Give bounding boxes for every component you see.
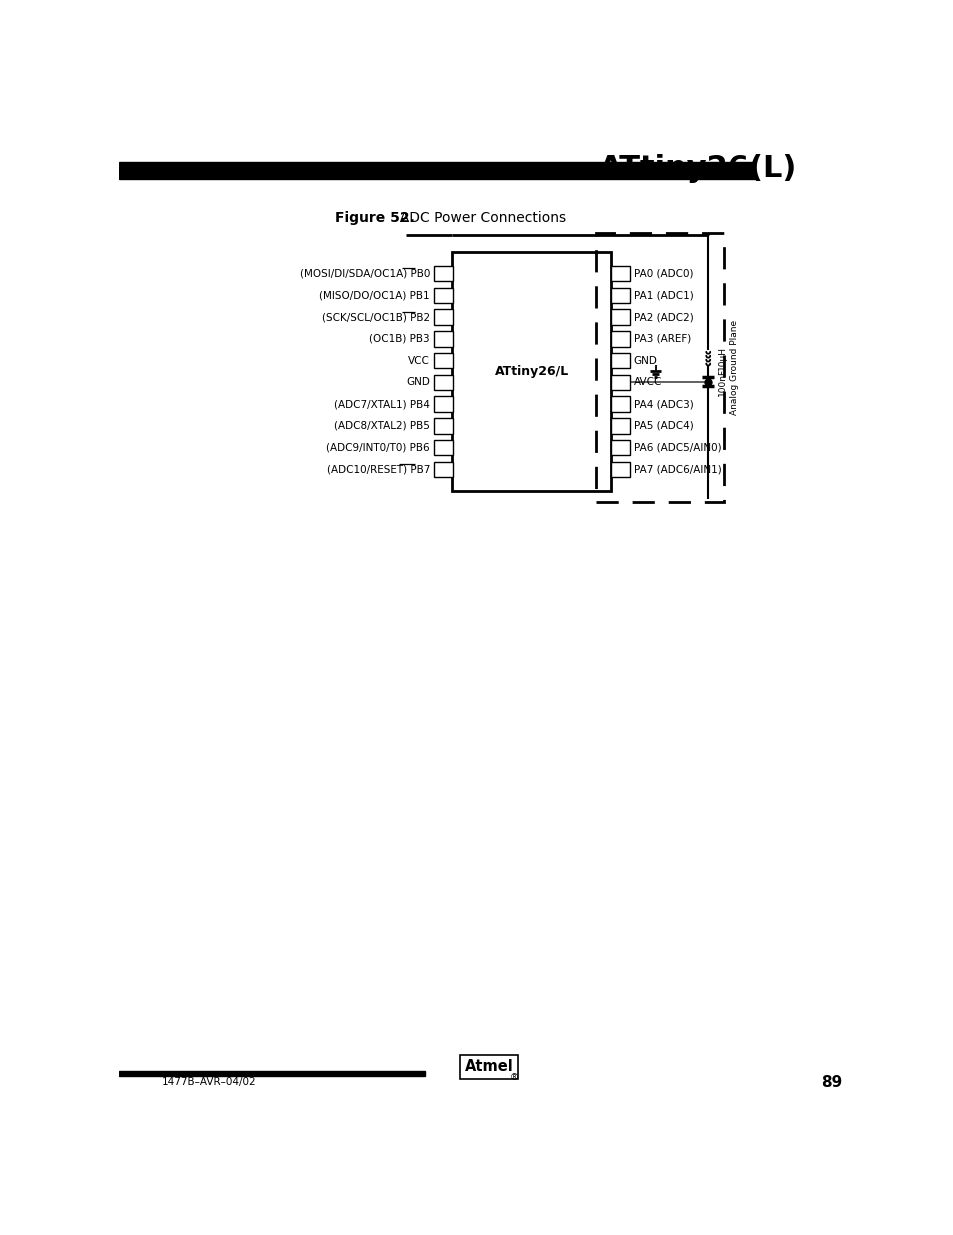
Text: (ADC10/RESET) PB7: (ADC10/RESET) PB7: [326, 464, 430, 474]
Text: (MOSI/DI/SDA/OC1A) PB0: (MOSI/DI/SDA/OC1A) PB0: [299, 269, 430, 279]
Text: 17: 17: [614, 333, 626, 343]
Text: 13: 13: [614, 421, 626, 431]
Text: PA2 (ADC2): PA2 (ADC2): [633, 312, 693, 322]
Bar: [452, 252, 611, 490]
Text: 10: 10: [436, 464, 449, 474]
Bar: [434, 310, 452, 325]
Text: ATtiny26(L): ATtiny26(L): [598, 154, 797, 184]
Text: PA6 (ADC5/AIN0): PA6 (ADC5/AIN0): [633, 442, 720, 452]
Text: (MISO/DO/OC1A) PB1: (MISO/DO/OC1A) PB1: [319, 290, 430, 300]
Text: (SCK/SCL/OC1B) PB2: (SCK/SCL/OC1B) PB2: [321, 312, 430, 322]
Text: 89: 89: [821, 1074, 842, 1089]
Bar: [119, 1072, 425, 1076]
Bar: [611, 331, 629, 347]
Text: 19: 19: [614, 290, 626, 300]
Text: PA0 (ADC0): PA0 (ADC0): [633, 269, 693, 279]
Text: (ADC8/XTAL2) PB5: (ADC8/XTAL2) PB5: [334, 421, 430, 431]
Text: 11: 11: [614, 464, 626, 474]
Bar: [434, 331, 452, 347]
Bar: [611, 310, 629, 325]
Bar: [434, 288, 452, 303]
Text: 18: 18: [614, 312, 626, 322]
Text: 5: 5: [439, 356, 446, 366]
Bar: [434, 462, 452, 477]
Bar: [611, 353, 629, 368]
Text: 8: 8: [439, 421, 446, 431]
Text: GND: GND: [406, 378, 430, 388]
Text: PA5 (ADC4): PA5 (ADC4): [633, 421, 693, 431]
Bar: [611, 266, 629, 282]
Text: Atmel: Atmel: [464, 1060, 513, 1074]
Text: GND: GND: [633, 356, 657, 366]
Text: 10μH: 10μH: [718, 346, 726, 369]
Bar: [434, 419, 452, 433]
Text: 4: 4: [439, 333, 446, 343]
Text: 3: 3: [439, 312, 446, 322]
Bar: [611, 374, 629, 390]
Text: PA4 (ADC3): PA4 (ADC3): [633, 399, 693, 409]
Text: 6: 6: [439, 378, 446, 388]
Text: PA7 (ADC6/AIN1): PA7 (ADC6/AIN1): [633, 464, 720, 474]
Text: Analog Ground Plane: Analog Ground Plane: [729, 320, 739, 415]
Bar: [434, 374, 452, 390]
Text: 15: 15: [614, 378, 626, 388]
Text: AVCC: AVCC: [633, 378, 661, 388]
Text: 1: 1: [439, 269, 446, 279]
Bar: [119, 162, 754, 179]
Text: 9: 9: [439, 442, 446, 452]
Text: (OC1B) PB3: (OC1B) PB3: [369, 333, 430, 343]
Text: ATtiny26/L: ATtiny26/L: [495, 366, 569, 378]
Text: VCC: VCC: [408, 356, 430, 366]
Bar: [611, 288, 629, 303]
Text: PA3 (AREF): PA3 (AREF): [633, 333, 690, 343]
Bar: [611, 419, 629, 433]
Bar: [434, 353, 452, 368]
Bar: [611, 396, 629, 411]
Text: 100nF: 100nF: [718, 368, 726, 395]
Text: ®: ®: [510, 1073, 518, 1082]
Bar: [434, 266, 452, 282]
Bar: [434, 396, 452, 411]
Text: (ADC7/XTAL1) PB4: (ADC7/XTAL1) PB4: [334, 399, 430, 409]
Text: (ADC9/INT0/T0) PB6: (ADC9/INT0/T0) PB6: [326, 442, 430, 452]
Text: 20: 20: [614, 269, 626, 279]
Text: 16: 16: [614, 356, 626, 366]
Text: ADC Power Connections: ADC Power Connections: [391, 210, 566, 225]
Text: 12: 12: [614, 442, 626, 452]
Bar: [611, 440, 629, 456]
Text: 1477B–AVR–04/02: 1477B–AVR–04/02: [162, 1077, 256, 1087]
Bar: [611, 462, 629, 477]
Text: 7: 7: [439, 399, 446, 409]
Bar: [596, 233, 723, 503]
Text: PA1 (ADC1): PA1 (ADC1): [633, 290, 693, 300]
Bar: [434, 440, 452, 456]
Text: Figure 52.: Figure 52.: [335, 210, 415, 225]
Text: 2: 2: [439, 290, 446, 300]
Text: 14: 14: [614, 399, 626, 409]
